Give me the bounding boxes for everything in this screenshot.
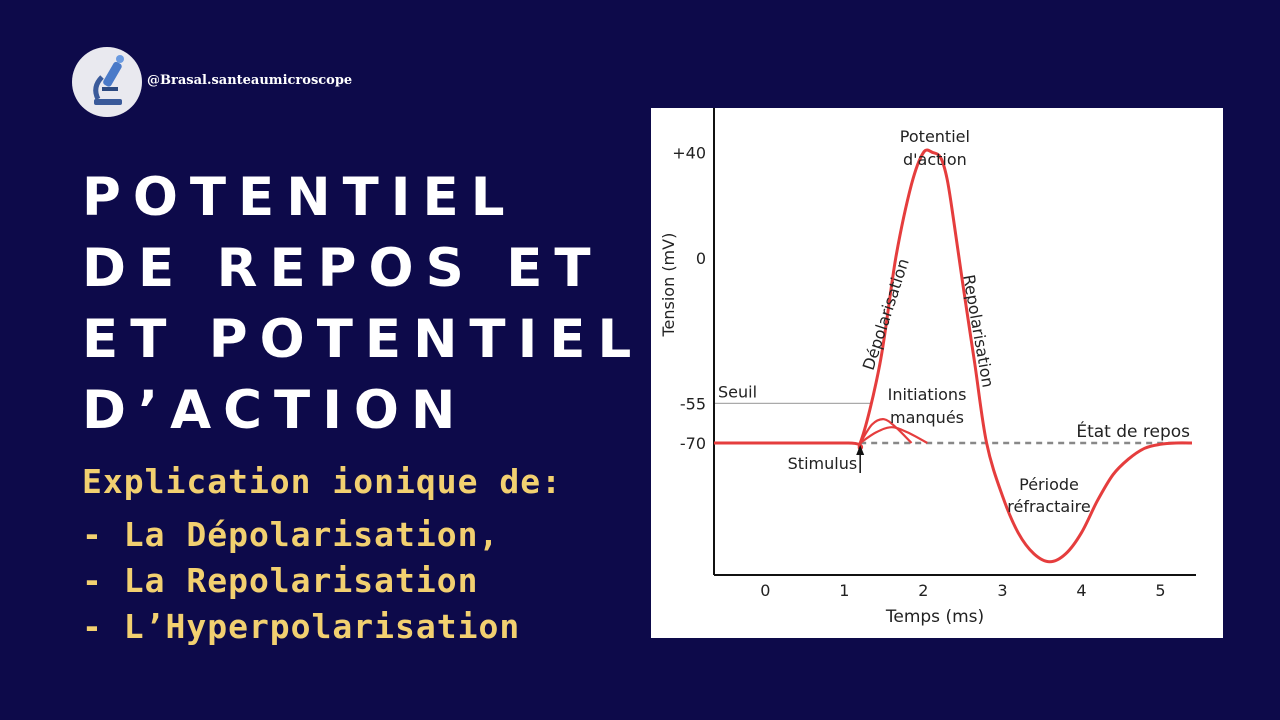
action-potential-chart: Seuil État de repos 0 1 2 3 4 5 +40 0 -55 -70 Temps … — [651, 108, 1223, 638]
chart-svg: Seuil État de repos 0 1 2 3 4 5 +40 0 -55 -70 Temps … — [659, 108, 1196, 627]
stimulus-label: Stimulus — [788, 454, 858, 473]
depolarisation-label: Dépolarisation — [859, 256, 913, 372]
x-tick-label: 5 — [1155, 581, 1165, 600]
x-tick-label: 0 — [760, 581, 770, 600]
topic-item: - La Repolarisation — [82, 561, 479, 600]
x-axis-label: Temps (ms) — [885, 607, 984, 627]
main-title: POTENTIEL DE REPOS ET ET POTENTIEL D’ACT… — [82, 162, 643, 446]
peak-label: d'action — [903, 150, 967, 169]
x-tick-label: 4 — [1076, 581, 1086, 600]
failed-initiations-label: manqués — [890, 408, 964, 427]
peak-label: Potentiel — [900, 127, 970, 146]
title-line: DE REPOS ET — [82, 238, 603, 299]
y-tick-label: -70 — [680, 434, 706, 453]
refractory-label: Période — [1019, 475, 1079, 494]
topic-item: - La Dépolarisation, — [82, 515, 500, 554]
refractory-label: réfractaire — [1007, 497, 1090, 516]
stimulus-arrow-head — [856, 445, 865, 455]
y-tick-label: -55 — [680, 394, 706, 413]
channel-handle: @Brasal.santeaumicroscope — [147, 73, 353, 88]
title-line: D’ACTION — [82, 380, 468, 441]
microscope-icon — [93, 55, 124, 105]
x-tick-label: 1 — [839, 581, 849, 600]
title-line: ET POTENTIEL — [82, 309, 644, 370]
y-tick-label: +40 — [672, 144, 706, 163]
repolarisation-label: Repolarisation — [959, 273, 998, 389]
x-tick-label: 3 — [997, 581, 1007, 600]
subtitle: Explication ionique de: — [82, 462, 562, 501]
topic-item: - L’Hyperpolarisation — [82, 607, 521, 646]
y-tick-label: 0 — [696, 249, 706, 268]
resting-state-label: État de repos — [1076, 420, 1190, 442]
threshold-label: Seuil — [718, 382, 757, 401]
x-tick-label: 2 — [918, 581, 928, 600]
failed-initiations-label: Initiations — [888, 385, 967, 404]
title-line: POTENTIEL — [82, 167, 517, 228]
topic-list: - La Dépolarisation, - La Repolarisation… — [82, 512, 520, 650]
failed-initiation-curve — [859, 426, 928, 444]
y-axis-label: Tension (mV) — [659, 233, 678, 338]
failed-initiation-curve — [859, 418, 913, 444]
avatar — [72, 47, 142, 117]
action-potential-line — [714, 148, 1193, 564]
